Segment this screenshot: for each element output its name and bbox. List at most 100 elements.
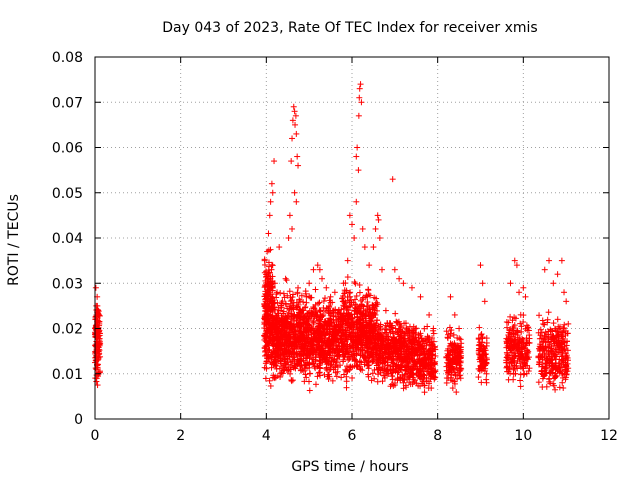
data-point (324, 373, 331, 380)
data-point (287, 321, 294, 328)
data-point (321, 318, 328, 325)
data-point (304, 339, 311, 346)
data-point (292, 112, 299, 119)
data-point (326, 352, 333, 359)
data-point (350, 352, 357, 359)
data-point (284, 318, 291, 325)
data-point (262, 288, 269, 295)
data-point (327, 350, 334, 357)
data-point (272, 374, 279, 381)
data-point (288, 310, 295, 317)
data-point (269, 189, 276, 196)
data-point (271, 349, 278, 356)
data-point (337, 327, 344, 334)
chart-title: Day 043 of 2023, Rate Of TEC Index for r… (162, 20, 537, 36)
data-point (262, 268, 269, 275)
data-point (369, 370, 376, 377)
data-point (265, 230, 272, 237)
data-point (285, 332, 292, 339)
data-point (311, 314, 318, 321)
data-point (338, 347, 345, 354)
data-point (269, 262, 276, 269)
data-point (307, 370, 314, 377)
data-point (320, 304, 327, 311)
data-point (272, 312, 279, 319)
data-point (279, 298, 286, 305)
data-point (478, 331, 485, 338)
data-point (289, 304, 296, 311)
data-point (478, 379, 485, 386)
data-point (541, 266, 548, 273)
data-point (310, 317, 317, 324)
y-tick-label: 0.08 (52, 50, 83, 66)
data-point (343, 378, 350, 385)
data-point (283, 360, 290, 367)
data-point (290, 333, 297, 340)
data-point (317, 372, 324, 379)
data-point (261, 321, 268, 328)
data-point (269, 342, 276, 349)
data-point (272, 321, 279, 328)
data-point (317, 365, 324, 372)
data-point (300, 299, 307, 306)
data-point (535, 379, 542, 386)
data-point (338, 306, 345, 313)
data-point (545, 309, 552, 316)
data-point (340, 298, 347, 305)
data-point (285, 235, 292, 241)
data-point (374, 212, 381, 219)
data-point (517, 320, 524, 327)
data-point (307, 294, 314, 301)
data-point (277, 290, 284, 297)
data-point (365, 287, 372, 294)
data-point (300, 317, 307, 324)
data-point (302, 371, 309, 378)
data-point (271, 335, 278, 342)
data-point (446, 324, 453, 331)
data-point (325, 309, 332, 316)
data-point (321, 350, 328, 357)
data-point (349, 221, 355, 228)
data-point (331, 323, 338, 330)
data-point (329, 346, 336, 353)
y-tick-label: 0.01 (52, 367, 83, 383)
data-point (391, 266, 398, 273)
data-point (264, 316, 271, 323)
data-point (266, 282, 273, 289)
data-point (261, 256, 268, 263)
data-point (270, 300, 277, 307)
data-point (266, 346, 273, 353)
data-point (309, 345, 316, 352)
data-point (317, 336, 324, 343)
data-point (476, 324, 483, 331)
data-point (343, 341, 350, 348)
y-axis-label: ROTI / TECUs (6, 194, 22, 286)
data-point (504, 351, 511, 358)
data-point (93, 326, 100, 333)
data-point (271, 321, 278, 328)
data-point (376, 235, 383, 241)
data-point (351, 235, 358, 241)
data-point (306, 309, 313, 316)
data-point (347, 363, 354, 370)
data-point (345, 313, 352, 320)
data-point (321, 308, 328, 315)
data-point (278, 327, 285, 334)
data-point (304, 310, 311, 317)
data-point (303, 374, 310, 381)
data-point (516, 289, 523, 296)
x-tick-label: 6 (348, 428, 357, 444)
data-point (341, 332, 348, 339)
data-point (271, 158, 278, 165)
data-point (93, 357, 100, 364)
data-point (298, 292, 305, 299)
data-point (338, 374, 345, 381)
data-point (341, 337, 348, 344)
data-point (308, 341, 315, 348)
data-point (550, 320, 557, 327)
data-point (283, 323, 290, 330)
data-point (365, 373, 372, 380)
data-point (310, 304, 317, 311)
data-point (266, 324, 273, 331)
data-point (308, 349, 315, 356)
